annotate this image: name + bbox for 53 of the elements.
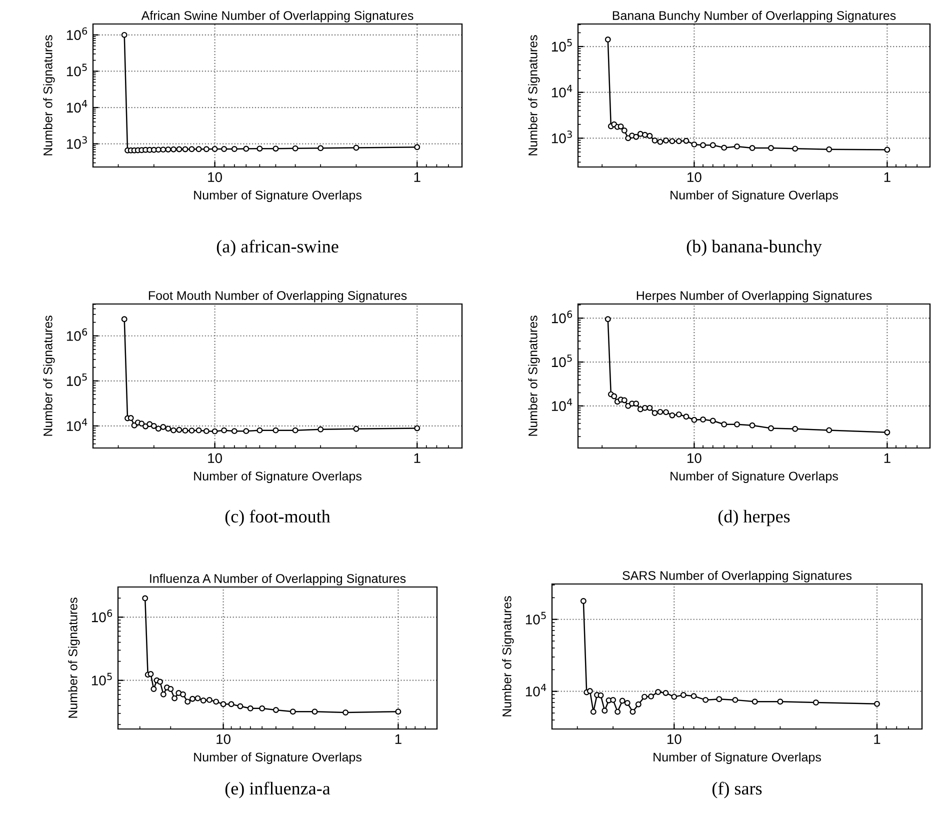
y-tick-label: 10$^{5}$: [66, 64, 87, 76]
y-tick-label: 10$^{5}$: [552, 39, 572, 52]
y-axis-title: Number of Signatures: [502, 596, 514, 716]
text: (f) sars: [712, 782, 762, 798]
y-tick-label: 10$^{3}$: [552, 130, 572, 144]
text: (e) influenza-a: [225, 782, 330, 798]
y-axis-title: Number of Signatures: [528, 35, 540, 156]
chart-title: African Swine Number of Overlapping Signatures: [141, 10, 414, 22]
x-tick-label: 1: [414, 172, 420, 182]
x-tick-label: 10: [208, 453, 222, 464]
chart-title: Influenza A Number of Overlapping Signatures: [150, 574, 406, 586]
chart-title: Foot Mouth Number of Overlapping Signatures: [148, 290, 407, 302]
text: (b) banana-bunchy: [686, 240, 822, 256]
y-tick-label: 10$^{6}$: [92, 610, 112, 622]
text: (a) african-swine: [216, 240, 338, 256]
x-tick-label: 10: [208, 172, 222, 182]
y-tick-label: 10$^{4}$: [552, 398, 572, 411]
x-tick-label: 1: [414, 453, 420, 463]
y-tick-label: 10$^{4}$: [526, 684, 546, 696]
x-axis-title: Number of Signature Overlaps: [194, 471, 362, 484]
x-axis-title: Number of Signature Overlaps: [654, 752, 821, 764]
x-axis-title: Number of Signature Overlaps: [194, 752, 362, 764]
text: (d) herpes: [718, 510, 790, 526]
x-tick-label: 1: [884, 453, 890, 463]
y-axis-title: Number of Signatures: [43, 316, 55, 436]
x-tick-label: 1: [884, 172, 890, 182]
y-tick-label: 10$^{3}$: [66, 136, 87, 149]
x-tick-label: 10: [216, 734, 230, 744]
y-tick-label: 10$^{5}$: [66, 373, 87, 386]
y-tick-label: 10$^{4}$: [66, 100, 88, 113]
y-tick-label: 10$^{5}$: [552, 354, 572, 368]
x-tick-label: 10: [688, 453, 702, 464]
y-tick-label: 10$^{4}$: [552, 84, 572, 98]
x-axis-title: Number of Signature Overlaps: [670, 471, 838, 484]
y-tick-label: 10$^{6}$: [66, 27, 88, 40]
x-tick-label: 1: [874, 734, 880, 744]
y-tick-label: 10$^{5}$: [92, 672, 112, 686]
chart-title: SARS Number of Overlapping Signatures: [622, 570, 852, 582]
x-tick-label: 10: [667, 734, 682, 744]
y-tick-label: 10$^{6}$: [66, 328, 88, 341]
y-axis-title: Number of Signatures: [43, 35, 55, 156]
text: (c) foot-mouth: [225, 510, 330, 526]
x-axis-title: Number of Signature Overlaps: [194, 190, 362, 202]
y-axis-title: Number of Signatures: [68, 598, 80, 718]
chart-title: Banana Bunchy Number of Overlapping Signatures: [612, 10, 896, 22]
x-tick-label: 1: [395, 734, 402, 744]
x-axis-title: Number of Signature Overlaps: [670, 190, 838, 202]
chart-title: Herpes Number of Overlapping Signatures: [636, 290, 872, 302]
y-tick-label: 10$^{5}$: [526, 612, 546, 624]
y-axis-title: Number of Signatures: [528, 316, 540, 436]
y-tick-label: 10$^{4}$: [66, 418, 88, 432]
y-tick-label: 10$^{6}$: [552, 310, 572, 324]
x-tick-label: 10: [688, 172, 702, 182]
